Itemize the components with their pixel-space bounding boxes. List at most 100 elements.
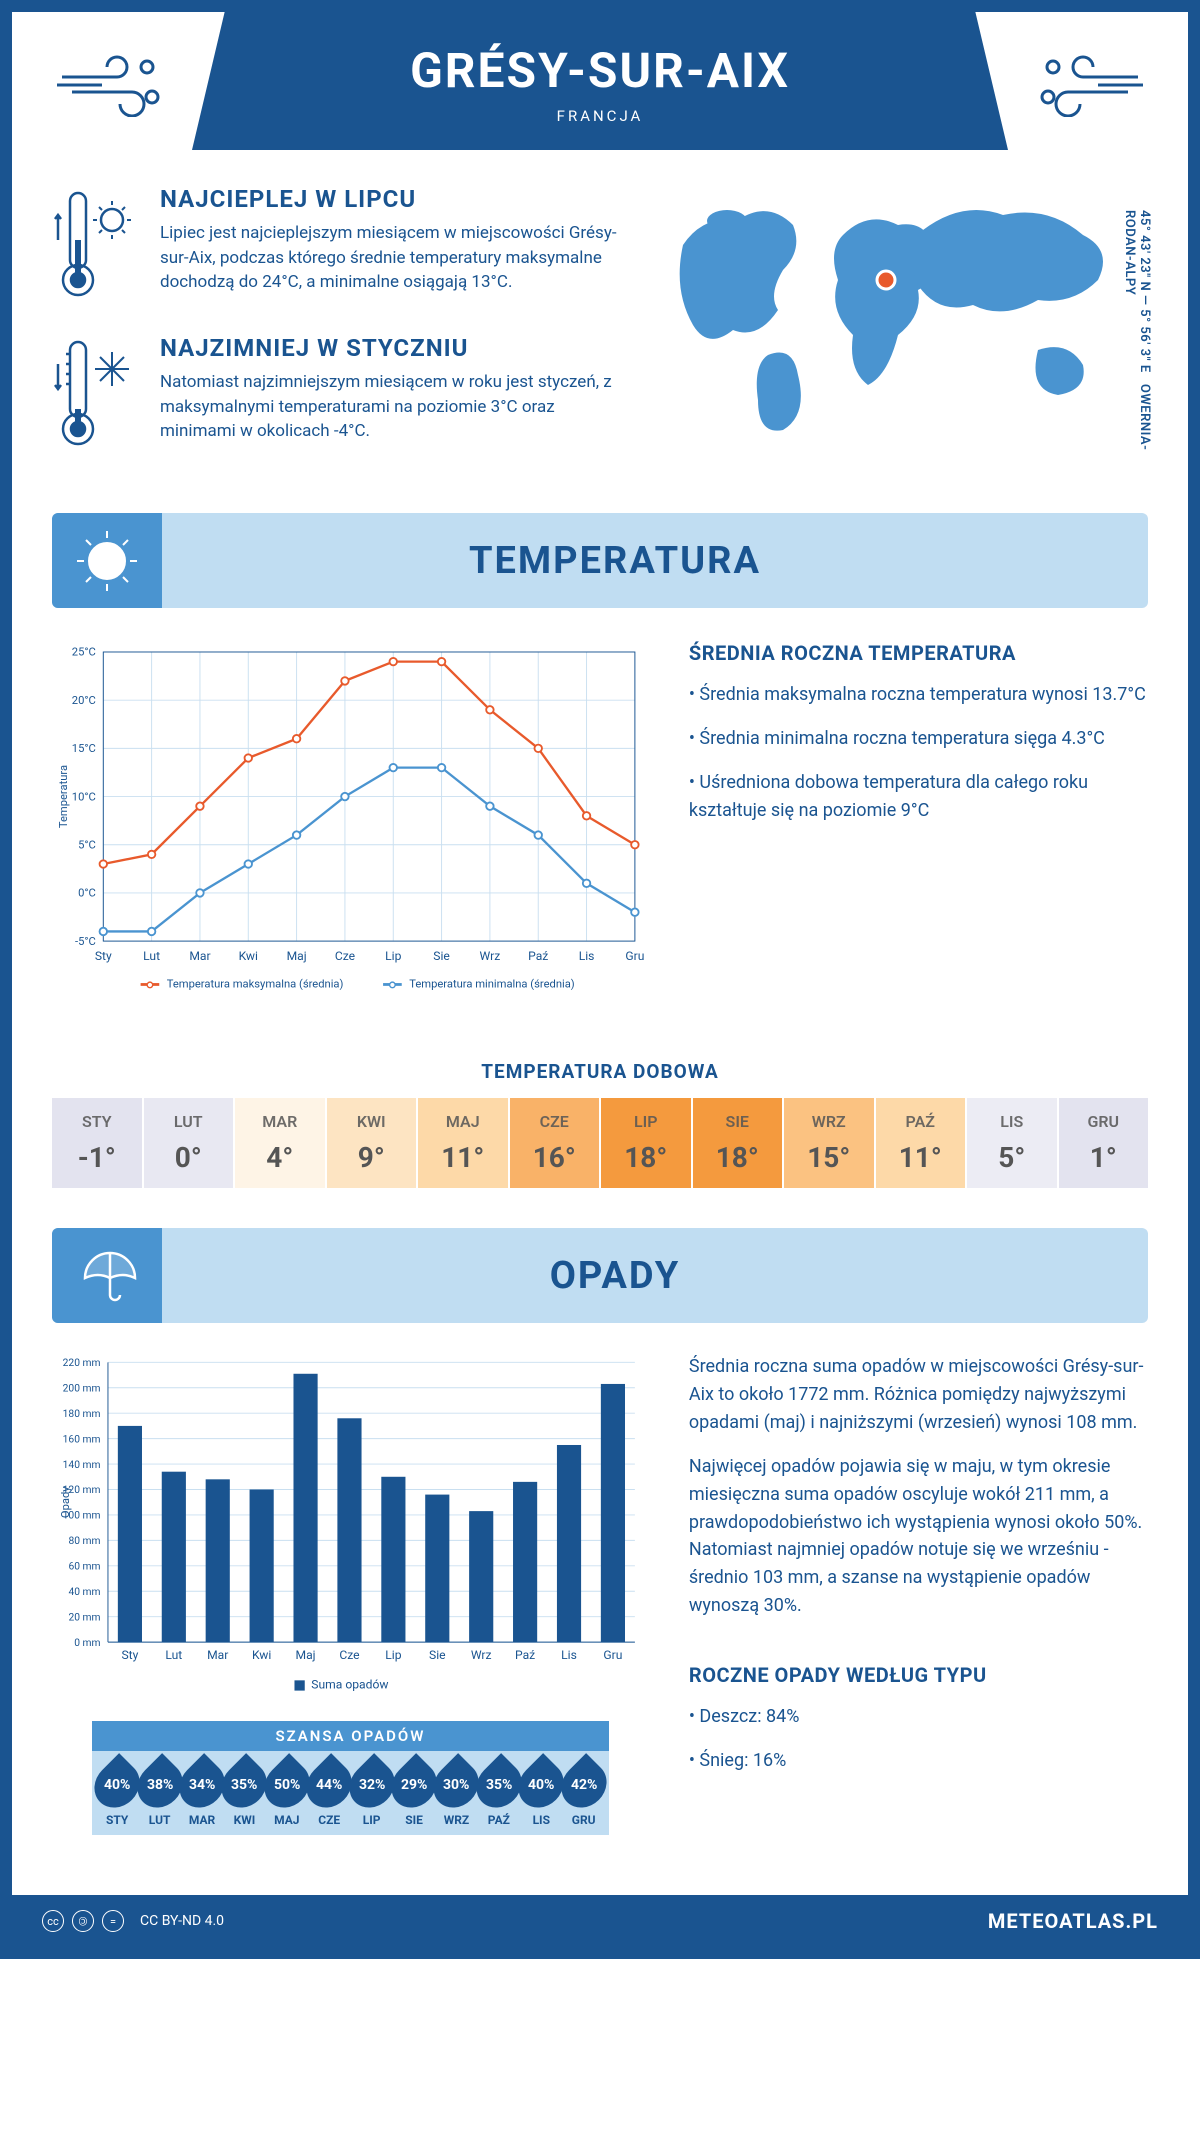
svg-text:Sie: Sie xyxy=(429,1648,446,1662)
svg-text:Paź: Paź xyxy=(528,949,548,963)
daily-temp-cell: MAR4° xyxy=(235,1098,327,1188)
svg-text:Cze: Cze xyxy=(335,949,355,963)
daily-temp-cell: STY-1° xyxy=(52,1098,144,1188)
svg-text:Sty: Sty xyxy=(121,1648,138,1662)
svg-text:Mar: Mar xyxy=(207,1648,228,1662)
svg-text:Cze: Cze xyxy=(339,1648,359,1662)
svg-text:Gru: Gru xyxy=(603,1648,622,1662)
temp-summary-title: ŚREDNIA ROCZNA TEMPERATURA xyxy=(689,638,1148,669)
svg-text:Temperatura maksymalna (średni: Temperatura maksymalna (średnia) xyxy=(167,978,344,991)
svg-text:Temperatura minimalna (średnia: Temperatura minimalna (średnia) xyxy=(409,978,575,991)
daily-temp-cell: SIE18° xyxy=(693,1098,785,1188)
svg-text:Lis: Lis xyxy=(561,1648,577,1662)
svg-text:5°C: 5°C xyxy=(78,838,96,851)
precip-text-2: Najwięcej opadów pojawia się w maju, w t… xyxy=(689,1453,1148,1620)
daily-temp-cell: GRU1° xyxy=(1059,1098,1149,1188)
hottest-title: NAJCIEPLEJ W LIPCU xyxy=(160,185,628,213)
precip-chance-cell: 50%MAJ xyxy=(266,1761,308,1827)
svg-text:Kwi: Kwi xyxy=(239,949,258,963)
license-text: CC BY-ND 4.0 xyxy=(140,1913,224,1929)
coldest-block: NAJZIMNIEJ W STYCZNIU Natomiast najzimni… xyxy=(52,334,628,453)
temperature-section-header: TEMPERATURA xyxy=(52,513,1148,608)
coldest-text: Natomiast najzimniejszym miesiącem w rok… xyxy=(160,370,628,444)
daily-temp-title: TEMPERATURA DOBOWA xyxy=(12,1060,1188,1083)
svg-text:20°C: 20°C xyxy=(72,694,96,707)
svg-text:Mar: Mar xyxy=(189,949,210,963)
daily-temp-cell: LUT0° xyxy=(144,1098,236,1188)
precip-chance-cell: 40%STY xyxy=(96,1761,138,1827)
sun-icon xyxy=(52,513,162,608)
svg-text:0°C: 0°C xyxy=(78,887,96,900)
by-icon: 🄯 xyxy=(72,1910,94,1932)
daily-temp-cell: WRZ15° xyxy=(784,1098,876,1188)
svg-text:15°C: 15°C xyxy=(72,742,96,755)
precip-chance-cell: 38%LUT xyxy=(138,1761,180,1827)
precip-chance-box: SZANSA OPADÓW 40%STY38%LUT34%MAR35%KWI50… xyxy=(92,1721,609,1835)
svg-text:Sty: Sty xyxy=(95,949,112,963)
precip-type-item: Śnieg: 16% xyxy=(689,1747,1148,1775)
daily-temp-table: STY-1°LUT0°MAR4°KWI9°MAJ11°CZE16°LIP18°S… xyxy=(52,1098,1148,1188)
svg-text:Wrz: Wrz xyxy=(480,949,501,963)
daily-temp-cell: PAŹ11° xyxy=(876,1098,968,1188)
hottest-text: Lipiec jest najcieplejszym miesiącem w m… xyxy=(160,221,628,295)
nd-icon: = xyxy=(102,1910,124,1932)
svg-text:Temperatura: Temperatura xyxy=(57,765,70,828)
svg-text:180 mm: 180 mm xyxy=(63,1407,101,1420)
svg-text:10°C: 10°C xyxy=(72,790,96,803)
thermometer-hot-icon xyxy=(52,185,142,304)
svg-text:40 mm: 40 mm xyxy=(68,1585,100,1598)
temperature-chart: -5°C 0°C 5°C 10°C 15°C 20°C 25°C Sty Lut Mar Kwi Ma… xyxy=(52,638,649,1011)
coldest-title: NAJZIMNIEJ W STYCZNIU xyxy=(160,334,628,362)
svg-text:Opady: Opady xyxy=(59,1486,72,1518)
daily-temp-cell: CZE16° xyxy=(510,1098,602,1188)
svg-text:Gru: Gru xyxy=(625,949,644,963)
svg-text:0 mm: 0 mm xyxy=(74,1636,100,1649)
svg-text:160 mm: 160 mm xyxy=(63,1432,101,1445)
svg-text:25°C: 25°C xyxy=(72,646,96,659)
svg-text:Lis: Lis xyxy=(579,949,595,963)
precip-chance-cell: 40%LIS xyxy=(520,1761,562,1827)
svg-text:Lip: Lip xyxy=(385,1648,401,1662)
svg-text:60 mm: 60 mm xyxy=(68,1560,100,1573)
temp-summary-item: Uśredniona dobowa temperatura dla całego… xyxy=(689,769,1148,825)
thermometer-cold-icon xyxy=(52,334,142,453)
temperature-title: TEMPERATURA xyxy=(162,539,1068,583)
precip-type-list: Deszcz: 84%Śnieg: 16% xyxy=(689,1703,1148,1775)
svg-text:200 mm: 200 mm xyxy=(63,1382,101,1395)
temp-summary-item: Średnia minimalna roczna temperatura się… xyxy=(689,725,1148,753)
svg-text:Sie: Sie xyxy=(433,949,450,963)
precip-chance-cell: 29%SIE xyxy=(393,1761,435,1827)
svg-text:Paź: Paź xyxy=(515,1648,535,1662)
hottest-block: NAJCIEPLEJ W LIPCU Lipiec jest najcieple… xyxy=(52,185,628,304)
footer: cc 🄯 = CC BY-ND 4.0 METEOATLAS.PL xyxy=(12,1895,1188,1947)
svg-text:Wrz: Wrz xyxy=(471,1648,492,1662)
precip-chance-cell: 35%KWI xyxy=(223,1761,265,1827)
precip-chance-title: SZANSA OPADÓW xyxy=(92,1721,609,1751)
daily-temp-cell: KWI9° xyxy=(327,1098,419,1188)
precip-section-header: OPADY xyxy=(52,1228,1148,1323)
temp-summary-list: Średnia maksymalna roczna temperatura wy… xyxy=(689,681,1148,825)
wind-icon xyxy=(1033,47,1143,131)
svg-text:Lip: Lip xyxy=(385,949,401,963)
svg-text:Suma opadów: Suma opadów xyxy=(311,1678,388,1692)
svg-text:-5°C: -5°C xyxy=(75,935,96,948)
svg-text:Lut: Lut xyxy=(165,1648,182,1662)
daily-temp-cell: MAJ11° xyxy=(418,1098,510,1188)
precip-chance-cell: 44%CZE xyxy=(308,1761,350,1827)
daily-temp-cell: LIS5° xyxy=(967,1098,1059,1188)
cc-icon: cc xyxy=(42,1910,64,1932)
precip-chance-cell: 42%GRU xyxy=(562,1761,604,1827)
svg-text:Lut: Lut xyxy=(143,949,160,963)
precip-type-title: ROCZNE OPADY WEDŁUG TYPU xyxy=(689,1660,1148,1691)
svg-text:220 mm: 220 mm xyxy=(63,1356,101,1369)
svg-text:Maj: Maj xyxy=(287,949,307,963)
svg-text:20 mm: 20 mm xyxy=(68,1610,100,1623)
umbrella-icon xyxy=(52,1228,162,1323)
world-map xyxy=(648,185,1148,445)
precip-chart: 0 mm20 mm40 mm60 mm80 mm100 mm120 mm140 … xyxy=(52,1353,649,1707)
svg-text:80 mm: 80 mm xyxy=(68,1534,100,1547)
precip-title: OPADY xyxy=(162,1254,1068,1298)
svg-text:140 mm: 140 mm xyxy=(63,1458,101,1471)
wind-icon xyxy=(57,47,167,131)
svg-text:Maj: Maj xyxy=(296,1648,316,1662)
